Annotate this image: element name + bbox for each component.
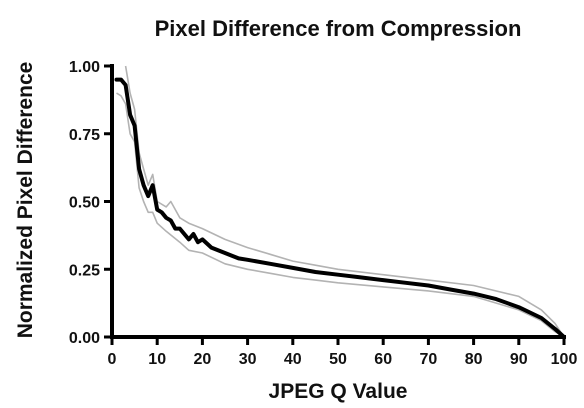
mean-series-line [114,77,566,339]
x-axis-label: JPEG Q Value [269,380,408,403]
chart-title: Pixel Difference from Compression [155,16,522,41]
x-tick-label: 70 [420,351,438,368]
y-axis-label: Normalized Pixel Difference [14,62,37,339]
upper-bound-series-line [124,65,565,338]
x-ticks: 0 10 20 30 40 50 60 70 80 90 100 [108,337,578,368]
x-tick-label: 50 [329,351,347,368]
y-tick-label: 0.00 [69,330,100,347]
x-tick-label: 20 [194,351,212,368]
y-ticks: 0.00 0.25 0.50 0.75 1.00 [69,59,112,347]
x-tick-label: 0 [108,351,117,368]
x-tick-label: 40 [284,351,302,368]
y-tick-label: 0.50 [69,195,100,212]
x-tick-label: 60 [374,351,392,368]
series-layer [114,65,566,339]
x-tick-label: 90 [510,351,528,368]
x-tick-label: 10 [148,351,166,368]
y-tick-label: 0.75 [69,127,100,144]
x-tick-label: 80 [465,351,483,368]
x-tick-label: 100 [551,351,578,368]
y-tick-label: 0.25 [69,262,100,279]
x-tick-label: 30 [239,351,257,368]
y-tick-label: 1.00 [69,59,100,76]
